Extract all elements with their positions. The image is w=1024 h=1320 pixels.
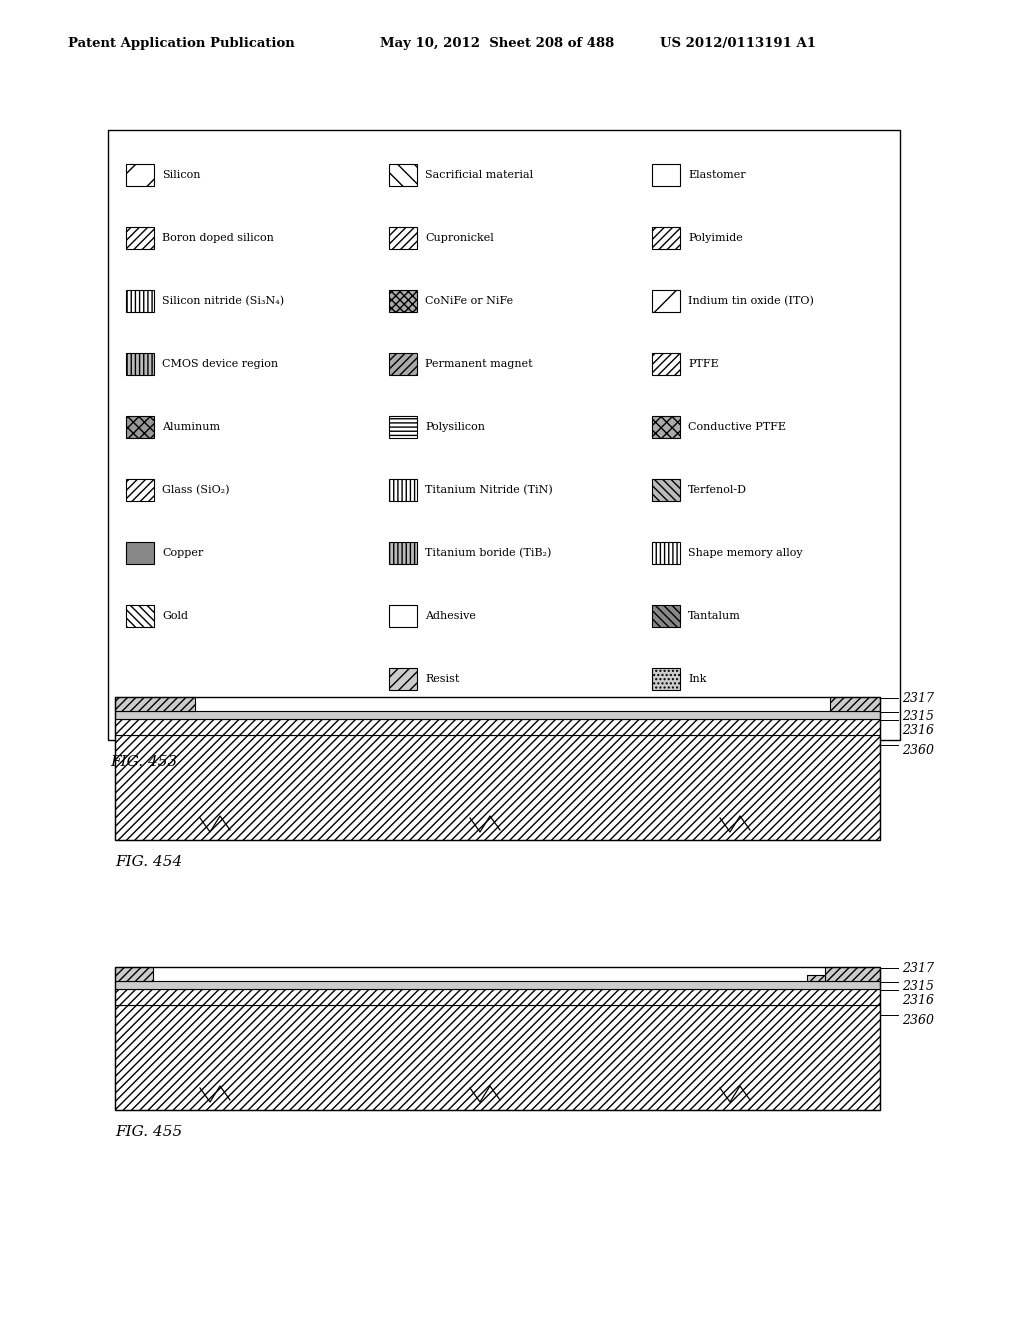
Text: Boron doped silicon: Boron doped silicon — [162, 234, 273, 243]
Bar — [652, 416, 680, 438]
Bar — [115, 697, 195, 711]
Text: Polyimide: Polyimide — [688, 234, 742, 243]
Text: 2360: 2360 — [902, 744, 934, 758]
Text: Glass (SiO₂): Glass (SiO₂) — [162, 484, 229, 495]
Text: Titanium boride (TiB₂): Titanium boride (TiB₂) — [425, 548, 551, 558]
Text: Silicon nitride (Si₃N₄): Silicon nitride (Si₃N₄) — [162, 296, 284, 306]
Text: Ink: Ink — [688, 675, 707, 684]
Bar — [389, 227, 417, 249]
Bar — [807, 975, 825, 981]
Bar — [652, 352, 680, 375]
Text: FIG. 454: FIG. 454 — [115, 855, 182, 869]
Text: Polysilicon: Polysilicon — [425, 422, 485, 432]
Bar — [389, 668, 417, 690]
Text: Elastomer: Elastomer — [688, 170, 745, 180]
Text: 2317: 2317 — [902, 692, 934, 705]
Text: 2317: 2317 — [902, 961, 934, 974]
Bar — [830, 697, 880, 711]
Bar — [115, 697, 880, 840]
Bar — [652, 543, 680, 564]
Bar — [389, 605, 417, 627]
Text: Cupronickel: Cupronickel — [425, 234, 494, 243]
Bar — [126, 479, 154, 502]
Bar — [652, 164, 680, 186]
Bar — [126, 352, 154, 375]
Text: 2360: 2360 — [902, 1015, 934, 1027]
Text: 2316: 2316 — [902, 723, 934, 737]
Text: Tantalum: Tantalum — [688, 611, 741, 620]
Bar — [389, 479, 417, 502]
Text: Conductive PTFE: Conductive PTFE — [688, 422, 786, 432]
Text: Indium tin oxide (ITO): Indium tin oxide (ITO) — [688, 296, 814, 306]
Bar — [115, 981, 880, 989]
Bar — [389, 352, 417, 375]
Bar — [126, 164, 154, 186]
Text: CoNiFe or NiFe: CoNiFe or NiFe — [425, 296, 513, 306]
Text: 2316: 2316 — [902, 994, 934, 1006]
Bar — [126, 290, 154, 312]
Bar — [115, 735, 880, 840]
Text: Permanent magnet: Permanent magnet — [425, 359, 532, 370]
Text: Resist: Resist — [425, 675, 460, 684]
Text: CMOS device region: CMOS device region — [162, 359, 279, 370]
Text: Terfenol-D: Terfenol-D — [688, 484, 746, 495]
Text: May 10, 2012  Sheet 208 of 488: May 10, 2012 Sheet 208 of 488 — [380, 37, 614, 50]
Bar — [126, 227, 154, 249]
Text: Aluminum: Aluminum — [162, 422, 220, 432]
Text: FIG. 453: FIG. 453 — [110, 755, 177, 770]
Bar — [825, 968, 880, 981]
Bar — [389, 543, 417, 564]
Bar — [108, 129, 900, 741]
Bar — [115, 989, 880, 1005]
Bar — [652, 668, 680, 690]
Text: 2315: 2315 — [902, 710, 934, 722]
Text: Sacrificial material: Sacrificial material — [425, 170, 534, 180]
Text: Titanium Nitride (TiN): Titanium Nitride (TiN) — [425, 484, 553, 495]
Bar — [126, 416, 154, 438]
Bar — [389, 416, 417, 438]
Bar — [115, 719, 880, 735]
Text: US 2012/0113191 A1: US 2012/0113191 A1 — [660, 37, 816, 50]
Bar — [115, 968, 880, 1110]
Bar — [652, 290, 680, 312]
Bar — [652, 605, 680, 627]
Text: Patent Application Publication: Patent Application Publication — [68, 37, 295, 50]
Text: FIG. 455: FIG. 455 — [115, 1125, 182, 1139]
Text: Gold: Gold — [162, 611, 188, 620]
Bar — [115, 1005, 880, 1110]
Bar — [389, 164, 417, 186]
Bar — [652, 479, 680, 502]
Text: Shape memory alloy: Shape memory alloy — [688, 548, 803, 558]
Bar — [389, 290, 417, 312]
Text: Silicon: Silicon — [162, 170, 201, 180]
Text: 2315: 2315 — [902, 979, 934, 993]
Bar — [126, 605, 154, 627]
Text: Adhesive: Adhesive — [425, 611, 476, 620]
Text: Copper: Copper — [162, 548, 203, 558]
Bar — [126, 543, 154, 564]
Bar — [652, 227, 680, 249]
Bar — [115, 711, 880, 719]
Text: PTFE: PTFE — [688, 359, 719, 370]
Bar — [115, 968, 153, 981]
